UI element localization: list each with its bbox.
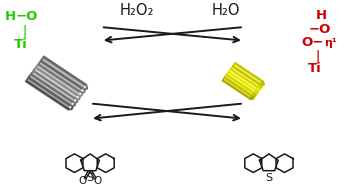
Circle shape <box>74 99 78 103</box>
Circle shape <box>72 103 73 105</box>
Text: O: O <box>79 176 87 186</box>
Text: −O: −O <box>16 10 38 23</box>
Circle shape <box>77 96 78 98</box>
Text: O: O <box>93 176 102 186</box>
Text: |: | <box>22 25 27 38</box>
Text: S: S <box>87 173 94 183</box>
Circle shape <box>69 106 73 110</box>
Circle shape <box>257 88 260 91</box>
Text: S: S <box>265 173 272 183</box>
Circle shape <box>71 102 75 106</box>
Text: Ti: Ti <box>14 38 28 50</box>
Text: η¹: η¹ <box>324 38 337 48</box>
Circle shape <box>253 93 256 97</box>
Circle shape <box>81 89 85 93</box>
Circle shape <box>255 91 258 94</box>
Circle shape <box>259 85 262 88</box>
Circle shape <box>261 82 264 85</box>
Circle shape <box>84 86 86 88</box>
Text: H: H <box>316 9 327 22</box>
Text: −O: −O <box>308 23 331 36</box>
Text: O−: O− <box>301 36 323 50</box>
Circle shape <box>79 93 81 94</box>
Circle shape <box>74 100 76 101</box>
Circle shape <box>84 86 88 90</box>
Text: H: H <box>5 10 16 23</box>
Text: H₂O₂: H₂O₂ <box>119 3 154 18</box>
Text: H₂O: H₂O <box>212 3 240 18</box>
Text: Ti: Ti <box>308 62 322 75</box>
Circle shape <box>76 96 80 100</box>
Text: |: | <box>316 50 320 63</box>
Circle shape <box>79 92 83 96</box>
Circle shape <box>251 96 254 99</box>
Circle shape <box>69 106 71 108</box>
Circle shape <box>81 90 83 91</box>
